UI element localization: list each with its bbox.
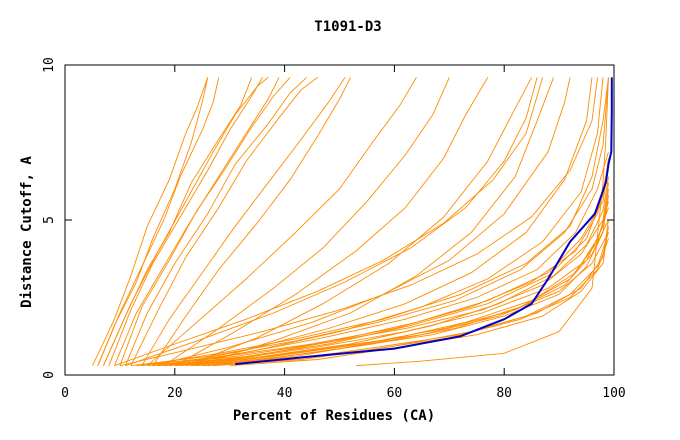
y-tick-label: 5 (42, 216, 57, 224)
plot-frame (64, 64, 615, 376)
x-tick-label: 80 (496, 386, 512, 401)
model-curve-1 (92, 77, 209, 366)
model-curve-8 (130, 77, 318, 366)
model-curve-42 (355, 77, 609, 367)
model-curve-41 (125, 77, 538, 367)
y-axis-label: Distance Cutoff, A (19, 156, 35, 308)
model-curve-40 (114, 77, 544, 367)
model-curve-34 (119, 77, 598, 367)
series-layer (92, 77, 613, 367)
model-curve-15 (174, 77, 489, 367)
y-tick-label: 10 (42, 57, 57, 73)
model-curve-10 (102, 77, 269, 366)
model-curve-38 (229, 226, 609, 367)
highlighted-model-curve (235, 77, 613, 366)
model-curve-25 (136, 164, 609, 367)
model-curve-31 (174, 195, 609, 367)
axes-layer: 0 20 40 60 80 100 0 5 10 (42, 57, 626, 401)
y-tick-label: 0 (42, 371, 57, 379)
x-tick-label: 0 (61, 386, 69, 401)
model-curve-6 (119, 77, 291, 366)
model-curve-17 (196, 77, 555, 367)
model-curve-18 (152, 77, 571, 367)
model-curve-11 (141, 77, 346, 366)
model-curve-9 (97, 77, 209, 366)
model-curve-2 (97, 77, 220, 366)
x-tick-label: 40 (277, 386, 293, 401)
model-curve-26 (147, 182, 609, 367)
x-axis-label: Percent of Residues (CA) (233, 408, 435, 424)
model-curve-30 (163, 232, 609, 367)
model-curve-7 (124, 77, 307, 366)
model-curve-14 (163, 77, 450, 367)
model-curve-21 (141, 77, 609, 367)
x-tick-label: 20 (167, 386, 183, 401)
model-curve-39 (158, 157, 609, 367)
model-curve-4 (108, 77, 263, 366)
x-tick-label: 60 (387, 386, 403, 401)
model-curve-13 (147, 77, 417, 367)
chart-title: T1091-D3 (314, 19, 381, 35)
model-curve-20 (174, 77, 604, 367)
model-curve-12 (152, 77, 351, 366)
model-curve-22 (158, 151, 609, 367)
model-curve-24 (180, 176, 609, 367)
model-curve-33 (130, 77, 609, 367)
model-curve-32 (207, 207, 609, 367)
x-tick-label: 100 (602, 386, 625, 401)
